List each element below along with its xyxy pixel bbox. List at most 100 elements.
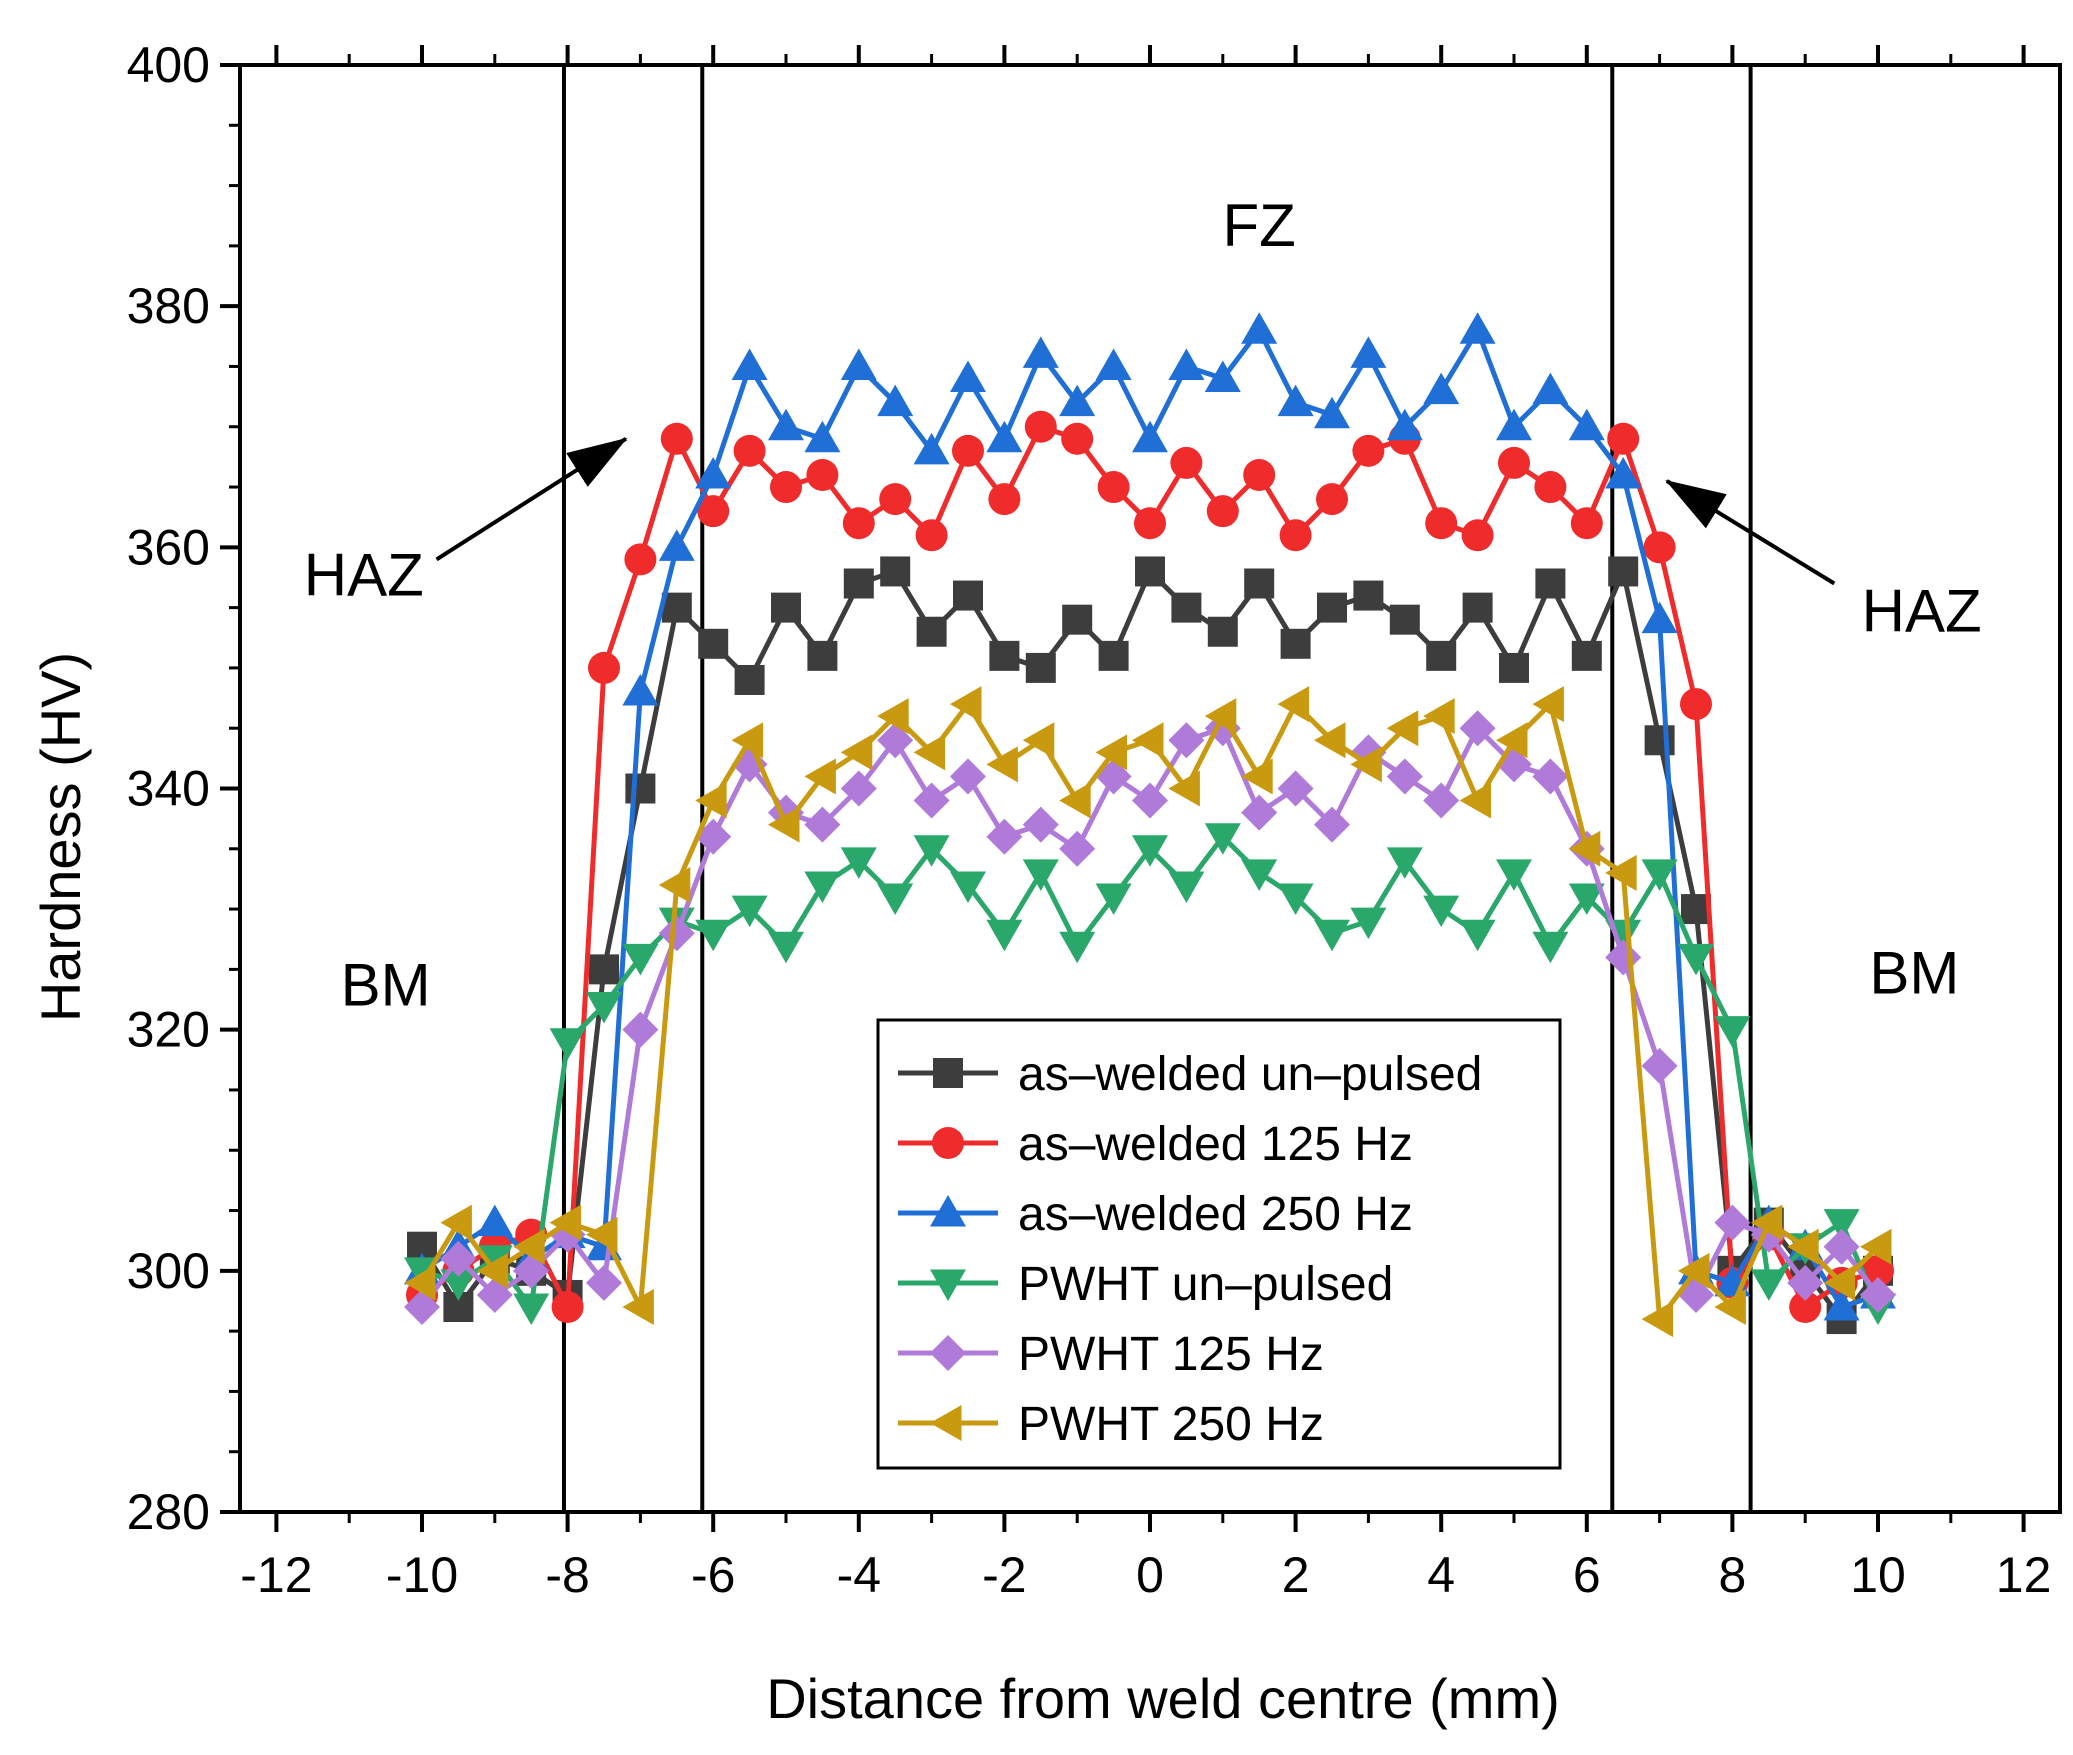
data-point-marker — [1462, 592, 1493, 623]
data-point-marker — [1243, 458, 1276, 491]
x-tick-label: -12 — [240, 1547, 312, 1603]
data-point-marker — [1314, 806, 1350, 843]
x-tick-label: -6 — [691, 1547, 735, 1603]
data-point-marker — [1496, 722, 1528, 759]
data-point-marker — [986, 818, 1023, 855]
data-point-marker — [1025, 652, 1056, 683]
data-point-marker — [1823, 1264, 1856, 1301]
data-point-marker — [930, 1269, 966, 1301]
data-point-marker — [1350, 746, 1382, 783]
haz-arrow — [435, 437, 628, 562]
x-tick-label: -10 — [386, 1547, 458, 1603]
y-tick-label: 360 — [127, 519, 210, 575]
data-point-marker — [877, 384, 914, 417]
data-point-marker — [770, 471, 802, 504]
data-point-marker — [804, 871, 841, 903]
data-point-marker — [1062, 604, 1093, 635]
data-point-marker — [1386, 710, 1419, 747]
data-point-marker — [768, 806, 800, 843]
legend-entry-0: as–welded un–pulsed — [898, 1048, 1482, 1101]
data-point-marker — [1570, 507, 1603, 540]
data-point-marker — [915, 519, 948, 552]
data-point-marker — [1644, 725, 1675, 756]
data-point-marker — [1022, 859, 1059, 891]
data-point-marker — [1241, 794, 1278, 831]
data-point-marker — [586, 992, 622, 1024]
data-point-marker — [1426, 640, 1457, 671]
series-layer — [404, 312, 1896, 1338]
data-point-marker — [1314, 396, 1350, 429]
data-point-marker — [1532, 758, 1569, 795]
legend-label: PWHT un–pulsed — [1018, 1258, 1393, 1311]
data-point-marker — [842, 507, 875, 540]
data-point-marker — [695, 782, 727, 819]
series-5 — [404, 686, 1892, 1338]
legend-label: as–welded 250 Hz — [1018, 1188, 1413, 1241]
data-point-marker — [1568, 408, 1605, 441]
data-point-marker — [1862, 1254, 1894, 1287]
data-point-marker — [916, 616, 947, 647]
data-point-marker — [440, 1269, 477, 1301]
data-point-marker — [843, 568, 874, 599]
data-point-marker — [1423, 782, 1460, 819]
data-point-marker — [622, 674, 659, 706]
x-tick-label: -2 — [982, 1547, 1026, 1603]
data-point-marker — [840, 734, 873, 771]
data-point-marker — [1207, 616, 1238, 647]
data-point-marker — [1095, 883, 1132, 916]
data-point-marker — [1352, 434, 1385, 467]
data-point-marker — [731, 348, 768, 380]
data-point-marker — [1168, 770, 1200, 807]
data-point-marker — [1423, 698, 1455, 735]
data-point-marker — [513, 1293, 550, 1326]
data-point-marker — [1714, 1204, 1751, 1241]
data-point-marker — [1534, 471, 1567, 504]
data-point-marker — [1204, 823, 1241, 855]
data-point-marker — [986, 746, 1018, 783]
data-point-marker — [1277, 686, 1310, 723]
data-point-marker — [1353, 580, 1384, 611]
data-point-marker — [733, 434, 766, 467]
data-point-marker — [589, 954, 619, 985]
data-point-marker — [913, 835, 950, 867]
data-point-marker — [840, 348, 877, 380]
data-point-marker — [952, 434, 984, 467]
data-point-marker — [1024, 410, 1057, 443]
data-point-marker — [1170, 446, 1203, 479]
data-point-marker — [953, 580, 983, 611]
data-point-marker — [1423, 372, 1460, 405]
data-point-marker — [1022, 336, 1059, 368]
data-point-marker — [1132, 420, 1168, 453]
data-point-marker — [1459, 919, 1496, 952]
data-point-marker — [440, 1204, 472, 1241]
data-point-marker — [1280, 628, 1311, 659]
data-point-marker — [1532, 372, 1569, 405]
data-point-marker — [804, 806, 841, 843]
data-point-marker — [622, 1289, 654, 1326]
data-point-marker — [804, 758, 836, 795]
data-point-marker — [840, 770, 877, 807]
y-tick-label: 320 — [127, 1002, 210, 1058]
legend-entry-2: as–welded 250 Hz — [898, 1188, 1413, 1241]
legend-entry-3: PWHT un–pulsed — [898, 1258, 1393, 1311]
data-point-marker — [1787, 1264, 1824, 1301]
data-point-marker — [1608, 556, 1639, 587]
data-point-marker — [1714, 1289, 1746, 1326]
data-point-marker — [1823, 1209, 1860, 1241]
data-point-marker — [1459, 710, 1496, 747]
data-point-marker — [1135, 556, 1165, 587]
data-point-marker — [622, 1011, 659, 1048]
legend-box — [876, 1018, 1562, 1470]
data-point-marker — [1168, 722, 1205, 759]
data-point-marker — [1499, 652, 1529, 683]
data-point-marker — [1277, 883, 1314, 916]
data-point-marker — [695, 456, 732, 489]
data-point-marker — [768, 931, 804, 964]
data-point-marker — [932, 1127, 964, 1159]
data-point-marker — [1789, 1291, 1822, 1324]
region-label-bm: BM — [1869, 939, 1959, 1006]
data-point-marker — [913, 734, 946, 771]
data-point-marker — [1678, 1252, 1710, 1289]
